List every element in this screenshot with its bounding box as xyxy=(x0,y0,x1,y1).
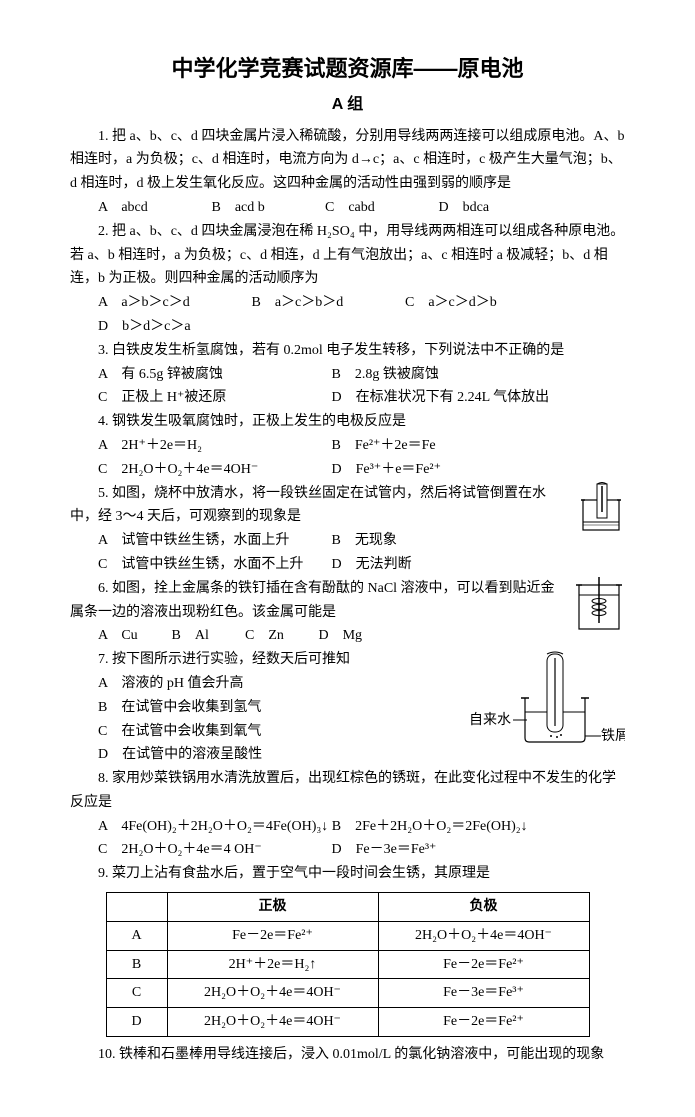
q4-stem: 4. 钢铁发生吸氧腐蚀时，正极上发生的电极反应是 xyxy=(70,410,625,434)
q6-options: A Cu B Al C Zn D Mg xyxy=(98,624,625,648)
q7-label-left: 自来水 xyxy=(469,712,511,728)
q2-a: A a＞b＞c＞d xyxy=(98,291,248,315)
q6-a: A Cu xyxy=(98,624,168,648)
q5-a: A 试管中铁丝生锈，水面上升 xyxy=(98,529,328,553)
q3-stem: 3. 白铁皮发生析氢腐蚀，若有 0.2mol 电子发生转移，下列说法中不正确的是 xyxy=(70,339,625,363)
q9-table: 正极 负极 A Fe－2e＝Fe²⁺ 2H₂O＋O₂＋4e＝4OH⁻ B 2H⁺… xyxy=(106,892,590,1037)
q3-b: B 2.8g 铁被腐蚀 xyxy=(332,363,562,387)
q8-options: A 4Fe(OH)₂＋2H₂O＋O₂＝4Fe(OH)₃↓ B 2Fe＋2H₂O＋… xyxy=(98,815,625,863)
q6-d: D Mg xyxy=(319,624,389,648)
q9-th-pos: 正极 xyxy=(167,893,378,922)
q9-stem: 9. 菜刀上沾有食盐水后，置于空气中一段时间会生锈，其原理是 xyxy=(70,862,625,886)
q3-d: D 在标准状况下有 2.24L 气体放出 xyxy=(332,386,562,410)
table-row: D 2H₂O＋O₂＋4e＝4OH⁻ Fe－2e＝Fe²⁺ xyxy=(106,1008,589,1037)
q1-d: D bdca xyxy=(439,196,549,220)
q3-a: A 有 6.5g 锌被腐蚀 xyxy=(98,363,328,387)
q8-d: D Fe－3e＝Fe³⁺ xyxy=(332,838,562,862)
q2-c: C a＞c＞d＞b xyxy=(405,291,555,315)
q1-stem: 1. 把 a、b、c、d 四块金属片浸入稀硫酸，分别用导线两两连接可以组成原电池… xyxy=(70,125,625,196)
group-label: A 组 xyxy=(70,91,625,118)
q5-c: C 试管中铁丝生锈，水面不上升 xyxy=(98,553,328,577)
q6-c: C Zn xyxy=(245,624,315,648)
q3-c: C 正极上 H⁺被还原 xyxy=(98,386,328,410)
q1-options: A abcd B acd b C cabd D bdca xyxy=(98,196,625,220)
q5-d: D 无法判断 xyxy=(332,553,562,577)
q3-options: A 有 6.5g 锌被腐蚀 B 2.8g 铁被腐蚀 C 正极上 H⁺被还原 D … xyxy=(98,363,625,411)
q5-options: A 试管中铁丝生锈，水面上升 B 无现象 C 试管中铁丝生锈，水面不上升 D 无… xyxy=(98,529,625,577)
q4-d: D Fe³⁺＋e＝Fe²⁺ xyxy=(332,458,562,482)
q7-figure: 自来水 铁屑 xyxy=(465,648,625,746)
q2-options: A a＞b＞c＞d B a＞c＞b＞d C a＞c＞d＞b D b＞d＞c＞a xyxy=(98,291,625,339)
q2-stem: 2. 把 a、b、c、d 四块金属浸泡在稀 H₂SO₄ 中，用导线两两相连可以组… xyxy=(70,220,625,291)
q7-d: D 在试管中的溶液呈酸性 xyxy=(98,743,625,767)
q8-stem: 8. 家用炒菜铁锅用水清洗放置后，出现红棕色的锈斑，在此变化过程中不发生的化学反… xyxy=(70,767,625,815)
table-row: B 2H⁺＋2e＝H₂↑ Fe－2e＝Fe²⁺ xyxy=(106,950,589,979)
q2-b: B a＞c＞b＞d xyxy=(252,291,402,315)
table-row: C 2H₂O＋O₂＋4e＝4OH⁻ Fe－3e＝Fe³⁺ xyxy=(106,979,589,1008)
q5-stem: 5. 如图，烧杯中放清水，将一段铁丝固定在试管内，然后将试管倒置在水中，经 3～… xyxy=(70,482,625,530)
q6-stem: 6. 如图，拴上金属条的铁钉插在含有酚酞的 NaCl 溶液中，可以看到贴近金属条… xyxy=(70,577,625,625)
q1-a: A abcd xyxy=(98,196,208,220)
q8-b: B 2Fe＋2H₂O＋O₂＝2Fe(OH)₂↓ xyxy=(332,815,562,839)
q2-d: D b＞d＞c＞a xyxy=(98,315,248,339)
q6-figure xyxy=(573,577,625,635)
q4-options: A 2H⁺＋2e＝H₂ B Fe²⁺＋2e＝Fe C 2H₂O＋O₂＋4e＝4O… xyxy=(98,434,625,482)
q6-b: B Al xyxy=(172,624,242,648)
q8-a: A 4Fe(OH)₂＋2H₂O＋O₂＝4Fe(OH)₃↓ xyxy=(98,815,328,839)
q9-th-neg: 负极 xyxy=(378,893,589,922)
q4-c: C 2H₂O＋O₂＋4e＝4OH⁻ xyxy=(98,458,328,482)
q1-b: B acd b xyxy=(212,196,322,220)
q10-stem: 10. 铁棒和石墨棒用导线连接后，浸入 0.01mol/L 的氯化钠溶液中，可能… xyxy=(70,1043,625,1067)
table-row: A Fe－2e＝Fe²⁺ 2H₂O＋O₂＋4e＝4OH⁻ xyxy=(106,921,589,950)
q1-c: C cabd xyxy=(325,196,435,220)
q5-b: B 无现象 xyxy=(332,529,562,553)
q7-label-right: 铁屑 xyxy=(601,728,625,744)
q5-figure xyxy=(577,482,625,536)
page-title: 中学化学竞赛试题资源库——原电池 xyxy=(70,50,625,87)
q4-b: B Fe²⁺＋2e＝Fe xyxy=(332,434,562,458)
q8-c: C 2H₂O＋O₂＋4e＝4 OH⁻ xyxy=(98,838,328,862)
q4-a: A 2H⁺＋2e＝H₂ xyxy=(98,434,328,458)
